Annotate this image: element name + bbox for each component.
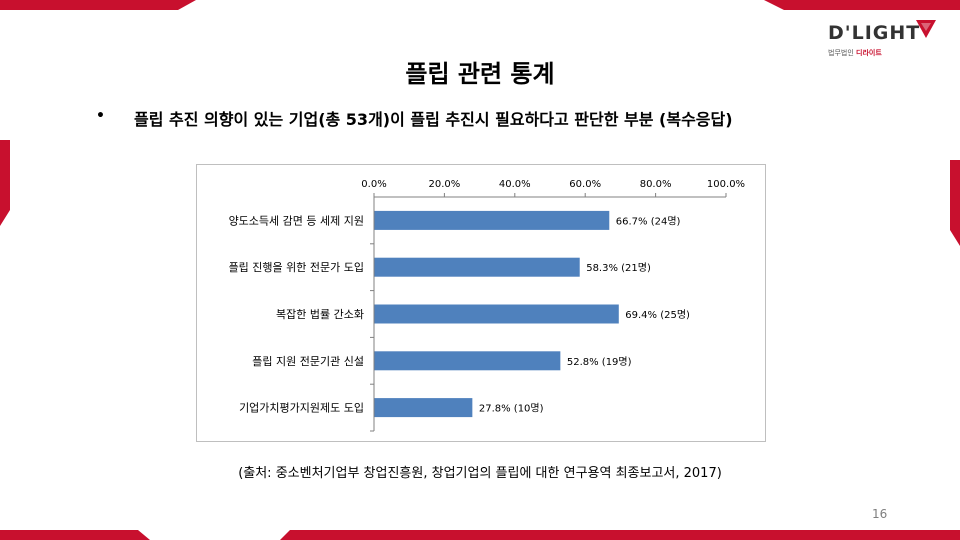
page-number: 16: [872, 507, 888, 521]
source-note: (출처: 중소벤처기업부 창업진흥원, 창업기업의 플립에 대한 연구용역 최종…: [238, 466, 722, 481]
data-label: 66.7% (24명): [616, 215, 681, 227]
category-label: 기업가치평가지원제도 도입: [239, 402, 364, 415]
slide-title: 플립 관련 통계: [405, 60, 555, 88]
bar-chart-frame: 0.0% 20.0% 40.0% 60.0% 80.0% 100.0% 양도소득세 감면 등…: [196, 164, 766, 442]
logo-wordmark: D'LIGHT: [828, 22, 921, 44]
top-left-red-band: [0, 0, 196, 10]
x-tick-label: 60.0%: [569, 179, 601, 190]
company-logo: D'LIGHT 법무법인 디라이트: [828, 18, 938, 62]
logo-subtitle: 법무법인 디라이트: [828, 48, 882, 58]
bar: [374, 210, 610, 230]
category-label: 플립 진행을 위한 전문가 도입: [229, 261, 364, 274]
logo-triangle-icon: [916, 20, 936, 38]
x-tick-label: 20.0%: [429, 179, 461, 190]
right-red-triangle: [950, 160, 960, 246]
logo-sub-name: 디라이트: [856, 49, 882, 57]
data-label: 52.8% (19명): [567, 356, 632, 368]
x-tick-label: 80.0%: [640, 179, 672, 190]
data-label: 58.3% (21명): [586, 262, 651, 274]
slide-subtitle: 플립 추진 의향이 있는 기업(총 53개)이 플립 추진시 필요하다고 판단한…: [134, 110, 733, 129]
left-red-triangle: [0, 140, 10, 226]
top-right-red-band: [764, 0, 960, 10]
logo-sub-prefix: 법무법인: [828, 49, 854, 57]
bottom-left-red-band: [0, 530, 150, 540]
bar: [374, 304, 619, 324]
x-tick-label: 40.0%: [499, 179, 531, 190]
bar: [374, 351, 561, 371]
category-label: 양도소득세 감면 등 세제 지원: [229, 214, 364, 227]
bar: [374, 398, 473, 418]
category-label: 복잡한 법률 간소화: [276, 308, 364, 321]
data-label: 69.4% (25명): [625, 309, 690, 321]
bar: [374, 257, 580, 277]
bar-chart: 0.0% 20.0% 40.0% 60.0% 80.0% 100.0% 양도소득세 감면 등…: [229, 179, 745, 432]
data-label: 27.8% (10명): [479, 403, 544, 415]
x-tick-label: 100.0%: [707, 179, 745, 190]
category-label: 플립 지원 전문기관 신설: [252, 355, 364, 368]
bullet-marker: •: [96, 108, 105, 124]
x-tick-label: 0.0%: [361, 179, 386, 190]
bottom-right-red-band: [280, 530, 960, 540]
